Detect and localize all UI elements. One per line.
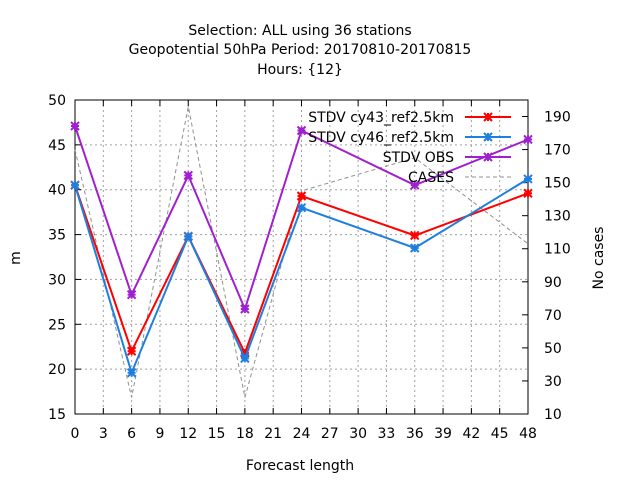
legend: STDV cy43_ref2.5km STDV cy46_ref2.5km STDV… — [308, 110, 511, 186]
x-tick-label: 3 — [99, 426, 108, 442]
x-tick-label: 33 — [378, 426, 396, 442]
x-tick-label: 0 — [71, 426, 80, 442]
data-point-stdv-cy46-ref2-5km — [126, 368, 137, 378]
x-axis-label: Forecast length — [246, 458, 354, 474]
data-point-stdv-obs — [523, 134, 533, 145]
y2-tick-label: 90 — [544, 275, 562, 291]
data-point-stdv-obs — [126, 289, 137, 300]
legend-swatch-marker — [483, 152, 493, 162]
y2-tick-label: 50 — [544, 341, 562, 357]
x-tick-label: 9 — [155, 426, 164, 442]
y2-tick-label: 10 — [544, 407, 562, 423]
y2-tick-label: 170 — [544, 143, 571, 159]
y2-tick-label: 130 — [544, 209, 571, 225]
x-tick-label: 27 — [321, 426, 339, 442]
x-tick-label: 39 — [434, 426, 452, 442]
data-point-stdv-obs — [296, 125, 307, 136]
y-tick-label: 15 — [48, 407, 66, 423]
legend-swatch-marker — [483, 112, 493, 122]
y-tick-label: 20 — [48, 362, 66, 378]
grid-lines — [75, 100, 528, 414]
data-point-stdv-cy46-ref2-5km — [523, 174, 533, 184]
x-tick-label: 30 — [349, 426, 367, 442]
data-point-stdv-cy46-ref2-5km — [240, 353, 250, 364]
chart-title-line-2: Geopotential 50hPa Period: 20170810-2017… — [129, 42, 472, 58]
chart-title-line-1: Selection: ALL using 36 stations — [188, 23, 411, 39]
axis-ticks: 0 3 6 9 12 15 18 21 24 27 30 33 36 39 42 45 481520253035… — [48, 93, 571, 442]
data-point-stdv-cy43-ref2-5km — [296, 191, 307, 201]
x-tick-label: 6 — [127, 426, 136, 442]
x-tick-label: 21 — [264, 426, 282, 442]
legend-label: STDV cy43_ref2.5km — [308, 110, 454, 126]
data-point-stdv-obs — [70, 121, 80, 131]
x-tick-label: 15 — [208, 426, 226, 442]
data-point-stdv-cy43-ref2-5km — [126, 346, 137, 356]
data-point-stdv-cy46-ref2-5km — [70, 180, 80, 190]
x-tick-label: 48 — [519, 426, 537, 442]
series-layer — [70, 106, 533, 398]
x-tick-label: 24 — [293, 426, 311, 442]
y-tick-label: 40 — [48, 183, 66, 199]
data-point-stdv-obs — [183, 170, 193, 181]
data-point-stdv-cy43-ref2-5km — [410, 230, 420, 241]
y-axis-label: m — [8, 251, 24, 265]
legend-label: STDV OBS — [383, 150, 454, 166]
data-point-stdv-obs — [410, 180, 420, 190]
y-tick-label: 30 — [48, 272, 66, 288]
x-tick-label: 18 — [236, 426, 254, 442]
y-tick-label: 25 — [48, 317, 66, 333]
y2-axis-label: No cases — [591, 227, 607, 290]
y-tick-label: 35 — [48, 228, 66, 244]
legend-label: STDV cy46_ref2.5km — [308, 130, 454, 146]
y2-tick-label: 190 — [544, 110, 571, 126]
y2-tick-label: 30 — [544, 374, 562, 390]
y-tick-label: 50 — [48, 93, 66, 109]
legend-swatch-marker — [483, 132, 493, 142]
data-point-stdv-obs — [240, 304, 250, 314]
data-point-stdv-cy43-ref2-5km — [523, 188, 533, 199]
x-tick-label: 45 — [491, 426, 509, 442]
series-line-cases — [74, 106, 529, 398]
x-tick-label: 36 — [406, 426, 424, 442]
data-point-stdv-cy46-ref2-5km — [296, 202, 307, 213]
y2-tick-label: 70 — [544, 308, 562, 324]
y2-tick-label: 150 — [544, 176, 571, 192]
x-tick-label: 42 — [462, 426, 480, 442]
x-tick-label: 12 — [179, 426, 197, 442]
data-point-stdv-cy46-ref2-5km — [410, 243, 420, 253]
data-point-stdv-cy46-ref2-5km — [183, 231, 193, 242]
y-tick-label: 45 — [48, 138, 66, 154]
legend-label: CASES — [408, 170, 454, 186]
chart-title-line-3: Hours: {12} — [257, 62, 343, 78]
y2-tick-label: 110 — [544, 242, 571, 258]
